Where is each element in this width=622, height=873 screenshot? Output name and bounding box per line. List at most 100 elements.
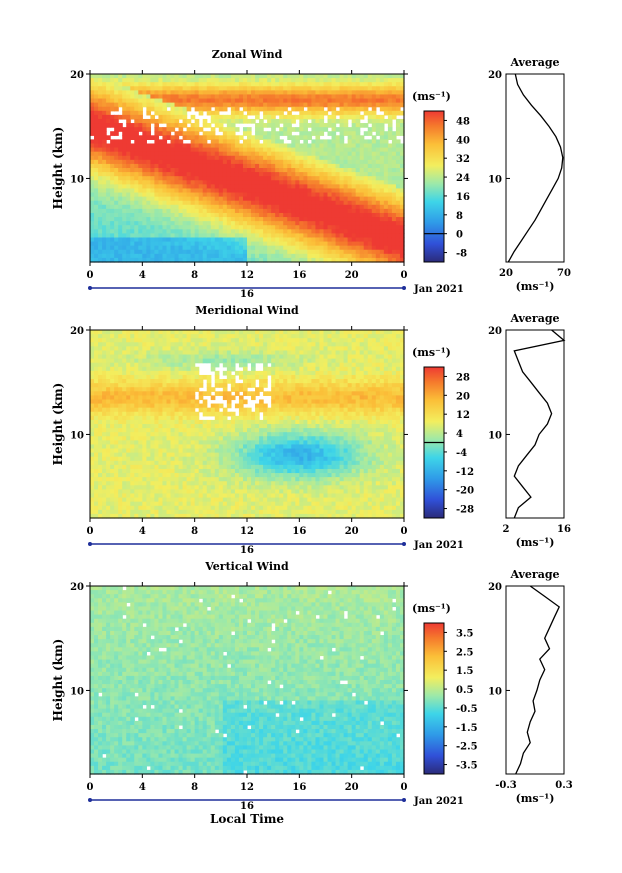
heatmap-cell [106,432,111,437]
heatmap-cell [138,362,143,368]
heatmap-cell [106,172,111,177]
x-tick-label: 8 [191,270,198,281]
heatmap-cell [206,334,212,339]
heatmap-cell [118,509,123,515]
heatmap-cell [198,237,204,243]
heatmap-cell [146,90,151,96]
heatmap-cell [114,200,119,206]
heatmap-cell [174,366,180,372]
heatmap-cell [230,212,236,218]
heatmap-cell [158,168,164,173]
heatmap-cell [279,155,284,161]
heatmap-cell [122,143,127,149]
heatmap-cell [90,436,95,441]
heatmap-cell [218,204,224,210]
heatmap-cell [182,135,188,140]
heatmap-cell [367,94,373,100]
heatmap-cell [186,217,192,222]
heatmap-cell [198,489,204,495]
heatmap-cell [395,200,401,206]
heatmap-cell [255,237,260,243]
heatmap-cell [319,229,325,234]
heatmap-cell [142,330,147,335]
heatmap-cell [94,155,99,161]
heatmap-cell [94,436,99,441]
heatmap-cell [186,399,192,405]
heatmap-cell [339,225,345,230]
heatmap-cell [98,90,103,96]
heatmap-cell [222,334,228,339]
heatmap-cell [363,196,369,202]
heatmap-cell [102,415,107,421]
heatmap-cell [110,212,115,218]
heatmap-cell [158,338,164,343]
heatmap-cell [283,163,288,169]
heatmap-cell [226,229,232,234]
heatmap-cell [138,395,143,401]
heatmap-cell [158,489,164,495]
heatmap-cell [118,374,123,380]
heatmap-cell [391,90,397,96]
heatmap-cell [90,452,95,458]
heatmap-cell [263,106,268,112]
heatmap-cell [347,168,353,173]
heatmap-cell [178,444,184,450]
heatmap-cell [166,358,172,364]
heatmap-cell [291,159,296,165]
heatmap-cell [251,221,256,226]
heatmap-cell [182,196,188,202]
heatmap-cell [190,229,196,234]
heatmap-cell [98,354,103,360]
heatmap-cell [106,123,111,128]
heatmap-cell [230,192,236,198]
heatmap-cell [371,204,377,210]
heatmap-cell [399,200,405,206]
heatmap-cell [162,102,168,108]
heatmap-cell [98,440,103,446]
heatmap-cell [363,131,369,136]
heatmap-cell [355,151,361,157]
heatmap-cell [178,225,184,230]
heatmap-cell [114,342,119,347]
heatmap-cell [154,225,160,230]
heatmap-cell [106,440,111,446]
heatmap-cell [102,428,107,433]
heatmap-cell [94,379,99,384]
heatmap-cell [158,94,164,100]
heatmap-cell [387,127,393,132]
heatmap-cell [134,237,139,243]
heatmap-cell [206,460,212,466]
heatmap-cell [230,98,236,104]
heatmap-cell [106,342,111,347]
heatmap-cell [343,155,349,161]
heatmap-cell [178,334,184,339]
heatmap-cell [291,139,296,145]
heatmap-cell [347,147,353,153]
heatmap-cell [162,74,168,79]
heatmap-cell [110,229,115,234]
heatmap-cell [218,456,224,462]
heatmap-cell [118,127,123,132]
heatmap-cell [182,225,188,230]
heatmap-cell [210,196,216,202]
heatmap-cell [214,245,220,251]
heatmap-cell [238,241,244,247]
heatmap-cell [355,147,361,153]
heatmap-cell [295,74,300,79]
heatmap-cell [194,196,200,202]
heatmap-cell [178,505,184,511]
heatmap-cell [371,110,377,116]
heatmap-cell [170,90,176,96]
heatmap-cell [130,358,135,364]
heatmap-cell [222,94,228,100]
heatmap-cell [367,221,373,226]
heatmap-cell [174,505,180,511]
heatmap-cell [379,123,385,128]
heatmap-cell [154,102,160,108]
heatmap-cell [162,473,168,478]
heatmap-cell [275,98,280,104]
heatmap-cell [347,135,353,140]
heatmap-cell [162,391,168,396]
heatmap-cell [178,176,184,181]
heatmap-cell [146,110,151,116]
